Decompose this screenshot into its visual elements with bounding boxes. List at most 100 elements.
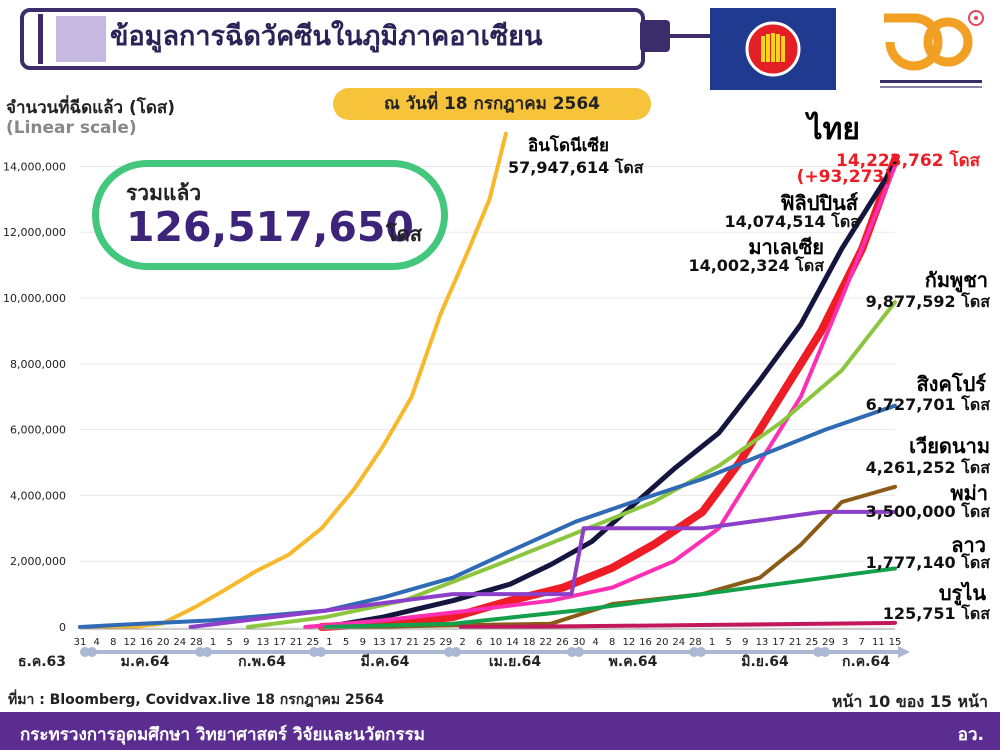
x-tick-label: 5 — [725, 637, 731, 648]
footer-ministry: กระทรวงการอุดมศึกษา วิทยาศาสตร์ วิจัยและ… — [20, 725, 425, 745]
x-tick-label: 9 — [742, 637, 748, 648]
vaccination-line-chart: 0 2,000,000 4,000,000 6,000,000 8,000,000 10,… — [3, 131, 910, 670]
label-philippines-value: 14,074,514 โดส — [724, 212, 860, 231]
footer-abbr: อว. — [957, 725, 984, 745]
total-unit: โดส — [386, 222, 422, 246]
label-brunei-name: บรูไน — [938, 581, 986, 605]
x-tick-label: 14 — [506, 637, 519, 648]
total-value: 126,517,650 — [126, 203, 414, 251]
month-label: มิ.ย.64 — [741, 654, 789, 670]
footer-bar — [0, 712, 1000, 750]
x-tick-label: 25 — [805, 637, 818, 648]
syringe-fill-icon — [56, 16, 106, 62]
series-line-8 — [323, 566, 897, 629]
syringe-tip-icon — [640, 20, 670, 52]
ministry-logo-icon — [872, 6, 990, 100]
month-label: เม.ย.64 — [489, 654, 542, 670]
label-cambodia-value: 9,877,592 โดส — [865, 292, 990, 311]
month-marker — [202, 647, 212, 657]
label-myanmar-name: พม่า — [950, 481, 988, 505]
month-marker — [813, 647, 823, 657]
x-tick-label: 21 — [789, 637, 802, 648]
source-note: ที่มา : Bloomberg, Covidvax.live 18 กรกฎ… — [8, 692, 384, 708]
x-tick-label: 17 — [273, 637, 286, 648]
y-tick-label: 4,000,000 — [10, 489, 66, 502]
y-tick-label: 10,000,000 — [3, 292, 66, 305]
x-tick-label: 5 — [343, 637, 349, 648]
y-tick-label: 0 — [59, 621, 66, 634]
y-tick-label: 2,000,000 — [10, 555, 66, 568]
label-thailand-name: ไทย — [807, 112, 860, 147]
label-indonesia-value: 57,947,614 โดส — [508, 158, 644, 177]
x-tick-label: 4 — [93, 637, 99, 648]
x-tick-label: 10 — [489, 637, 502, 648]
label-thailand-change: (+93,273) — [796, 167, 892, 187]
month-marker — [316, 647, 326, 657]
x-tick-label: 30 — [573, 637, 586, 648]
month-marker — [309, 647, 319, 657]
x-tick-label: 8 — [110, 637, 116, 648]
month-marker — [689, 647, 699, 657]
y-scale-note: (Linear scale) — [6, 118, 137, 138]
x-tick-label: 4 — [592, 637, 598, 648]
page-title: ข้อมูลการฉีดวัคซีนในภูมิภาคอาเซียน — [110, 21, 543, 52]
syringe-needle-icon — [668, 34, 718, 38]
y-tick-label: 14,000,000 — [3, 160, 66, 173]
x-tick-label: 18 — [523, 637, 536, 648]
month-marker — [820, 647, 830, 657]
label-thailand-value: 14,223,762 โดส — [835, 151, 980, 171]
month-label: มี.ค.64 — [361, 654, 410, 670]
month-marker — [696, 647, 706, 657]
y-tick-label: 12,000,000 — [3, 226, 66, 239]
x-tick-label: 6 — [476, 637, 482, 648]
x-tick-label: 9 — [360, 637, 366, 648]
label-brunei-value: 125,751 โดส — [882, 604, 990, 623]
label-laos-value: 1,777,140 โดส — [865, 553, 990, 572]
series-line-3 — [303, 164, 897, 629]
x-tick-label: 12 — [124, 637, 137, 648]
x-tick-label: 25 — [306, 637, 319, 648]
y-tick-label: 8,000,000 — [10, 358, 66, 371]
series-line-0 — [78, 131, 508, 629]
month-marker — [87, 647, 97, 657]
title-banner — [20, 8, 645, 70]
x-tick-label: 1 — [210, 637, 216, 648]
x-tick-label: 24 — [173, 637, 186, 648]
x-tick-label: 7 — [859, 637, 865, 648]
x-tick-label: 5 — [227, 637, 233, 648]
x-tick-label: 13 — [756, 637, 769, 648]
x-tick-label: 21 — [290, 637, 303, 648]
x-tick-label: 16 — [639, 637, 652, 648]
x-tick-label: 24 — [672, 637, 685, 648]
x-tick-label: 28 — [190, 637, 203, 648]
x-tick-label: 29 — [440, 637, 453, 648]
label-philippines-name: ฟิลิปปินส์ — [780, 191, 858, 215]
series-line-9 — [458, 620, 897, 629]
x-tick-label: 20 — [157, 637, 170, 648]
x-tick-label: 28 — [689, 637, 702, 648]
x-tick-label: 15 — [889, 637, 902, 648]
total-label: รวมแล้ว — [126, 181, 202, 205]
date-badge: ณ วันที่ 18 กรกฎาคม 2564 — [333, 88, 651, 120]
month-marker — [444, 647, 454, 657]
label-malaysia-value: 14,002,324 โดส — [688, 256, 824, 275]
x-tick-label: 1 — [709, 637, 715, 648]
x-tick-label: 3 — [842, 637, 848, 648]
month-label: พ.ค.64 — [609, 654, 658, 670]
syringe-plunger-icon — [38, 14, 43, 64]
asean-flag-icon — [710, 8, 836, 90]
y-tick-label: 6,000,000 — [10, 424, 66, 437]
month-label: ธ.ค.63 — [18, 654, 66, 670]
month-label: ม.ค.64 — [121, 654, 170, 670]
month-label: ก.พ.64 — [238, 654, 286, 670]
x-tick-label: 29 — [822, 637, 835, 648]
label-indonesia-name: อินโดนีเซีย — [528, 136, 609, 156]
x-tick-label: 20 — [656, 637, 669, 648]
x-tick-label: 21 — [406, 637, 419, 648]
label-vietnam-value: 4,261,252 โดส — [865, 458, 990, 477]
series-line-2 — [323, 161, 898, 630]
label-singapore-value: 6,727,701 โดส — [865, 395, 990, 414]
total-box — [92, 160, 448, 270]
x-tick-label: 8 — [609, 637, 615, 648]
x-tick-label: 25 — [423, 637, 436, 648]
